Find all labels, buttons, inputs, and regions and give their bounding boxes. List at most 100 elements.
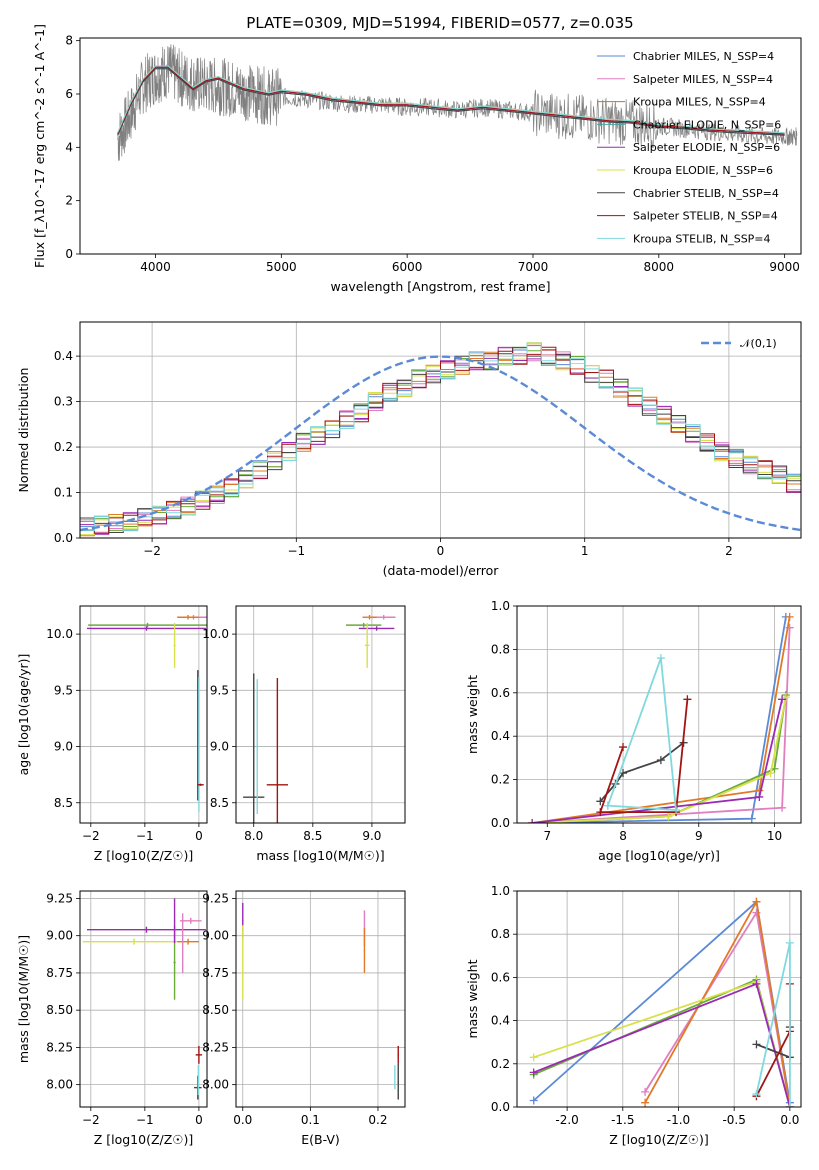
axes-mass_vs_Z: −2 −1 0 8.00 8.25 8.50 8.75 9.00 9.25 Z [log10(Z/…: [16, 890, 208, 1147]
legend-entry: Salpeter MILES, N_SSP=4: [633, 73, 773, 86]
y-tick-label: 8.00: [46, 1078, 73, 1092]
x-tick-label: 0: [437, 544, 445, 558]
errorbar-point: [243, 673, 265, 823]
legend-entry: 𝒩(0,1): [740, 337, 777, 350]
errorbar-point: [345, 622, 382, 628]
errorbar-point: [364, 622, 370, 668]
weight-line: [532, 694, 787, 823]
weight-marker: [603, 801, 612, 810]
y-tick-label: 0.3: [54, 395, 73, 409]
y-axis-label: mass weight: [465, 675, 480, 754]
y-axis-label: Normed distribution: [16, 368, 31, 493]
x-axis-label: E(B-V): [301, 1132, 340, 1147]
weight-marker: [752, 1090, 761, 1099]
y-tick-label: 2: [65, 194, 73, 208]
x-tick-label: 8.5: [303, 829, 322, 843]
y-tick-label: 10.0: [46, 627, 73, 641]
errorbar-point: [181, 913, 184, 973]
errorbar-point: [197, 783, 204, 786]
y-tick-label: 0.0: [491, 816, 510, 830]
weight-marker: [752, 1040, 761, 1049]
x-tick-label: 6000: [392, 260, 423, 274]
weight-line: [607, 657, 678, 811]
weight-line: [533, 980, 791, 1107]
axes-frame: [79, 37, 802, 255]
y-tick-label: 9.00: [46, 929, 73, 943]
x-tick-label: 0.0: [780, 1113, 799, 1127]
x-axis-label: age [log10(age/yr)]: [598, 848, 720, 863]
x-tick-label: 2: [725, 544, 733, 558]
x-tick-label: 8: [619, 829, 627, 843]
model-line-chabrier-stelib: [117, 68, 785, 136]
weight-marker: [656, 756, 665, 765]
errorbar-point: [266, 677, 288, 823]
x-tick-label: 0.2: [368, 1113, 387, 1127]
errorbar-point: [82, 938, 186, 945]
plot-area-age_vs_Z: [87, 614, 207, 812]
x-tick-label: 4000: [140, 260, 171, 274]
y-axis-label: mass [log10(M/M☉)]: [16, 935, 31, 1063]
axes-residuals: −2 −1 0 1 2 0.0 0.1 0.2 0.3 0.4 (data-model)/error…: [16, 321, 802, 578]
model-line-kroupa-stelib: [117, 65, 785, 134]
figure-title: PLATE=0309, MJD=51994, FIBERID=0577, z=0…: [246, 14, 633, 32]
plot-area-age_vs_mass: [243, 614, 396, 823]
weight-marker: [529, 1096, 538, 1105]
weight-marker: [785, 1103, 794, 1107]
errorbar-point: [363, 928, 366, 973]
weight-line: [533, 978, 791, 1107]
axes-mass_weight_vs_Z: -2.0 -1.5 -1.0 -0.5 0.0 0.0 0.2 0.4 0.6 0.8 1.0 Z […: [465, 884, 802, 1147]
errorbar-point: [362, 614, 377, 620]
histogram-step-line: [80, 342, 801, 532]
x-tick-label: −2: [143, 544, 161, 558]
x-tick-label: 7: [543, 829, 551, 843]
errorbar-point: [397, 1063, 399, 1100]
y-tick-label: 8.75: [46, 966, 73, 980]
errorbar-point: [195, 1045, 203, 1064]
errorbar-point: [87, 626, 206, 631]
y-tick-label: 0: [65, 247, 73, 261]
weight-line: [644, 910, 791, 1107]
y-tick-label: 8.50: [46, 1003, 73, 1017]
legend-entry: Kroupa ELODIE, N_SSP=6: [633, 164, 773, 177]
errorbar-point: [177, 614, 199, 620]
legend-entry: Salpeter ELODIE, N_SSP=6: [633, 141, 780, 154]
weight-marker: [664, 812, 673, 821]
weight-marker: [641, 1087, 650, 1096]
x-tick-label: 1: [581, 544, 589, 558]
legend-entry: Kroupa STELIB, N_SSP=4: [633, 232, 771, 245]
histogram-step-line: [80, 346, 801, 534]
errorbar-point: [198, 676, 200, 812]
legend-entry: Chabrier MILES, N_SSP=4: [633, 50, 774, 63]
plot-area-residuals: [80, 342, 801, 537]
axes-mass_vs_ebv: 0.0 0.1 0.2 8.00 8.25 8.50 8.75 9.00 9.25 E(B-V): [202, 890, 406, 1147]
x-tick-label: 10: [767, 829, 782, 843]
y-tick-label: 8.25: [202, 1040, 229, 1054]
weight-marker: [683, 695, 692, 704]
y-axis-label: mass weight: [465, 959, 480, 1038]
axes-frame: [516, 605, 802, 824]
axes-mass_weight_vs_age: 7 8 9 10 0.0 0.2 0.4 0.6 0.8 1.0 age [log10(age/yr…: [465, 599, 802, 863]
y-tick-label: 8.50: [202, 1003, 229, 1017]
y-tick-label: 4: [65, 140, 73, 154]
x-tick-label: −2: [82, 1113, 100, 1127]
x-tick-label: 9000: [769, 260, 800, 274]
y-tick-label: 0.8: [491, 927, 510, 941]
errorbar-point: [358, 626, 395, 631]
axes-age_vs_mass: 8.0 8.5 9.0 8.5 9.0 9.5 10.0 mass [log10(M/M☉)]: [202, 605, 406, 863]
errorbar-point: [87, 926, 206, 933]
x-tick-label: 7000: [518, 260, 549, 274]
plot-area-mass_weight_vs_Z: [529, 897, 794, 1107]
y-tick-label: 9.25: [202, 891, 229, 905]
y-tick-label: 8: [65, 34, 73, 48]
weight-marker: [656, 654, 665, 663]
x-tick-label: 8000: [644, 260, 675, 274]
x-tick-label: −1: [136, 1113, 154, 1127]
x-tick-label: 9.0: [362, 829, 381, 843]
legend-entry: Kroupa MILES, N_SSP=4: [633, 96, 766, 109]
x-tick-label: 8.0: [244, 829, 263, 843]
errorbar-point: [242, 925, 244, 1000]
weight-marker: [596, 808, 605, 817]
weight-marker: [641, 1098, 650, 1107]
y-tick-label: 9.5: [210, 683, 229, 697]
weight-marker: [778, 803, 787, 812]
